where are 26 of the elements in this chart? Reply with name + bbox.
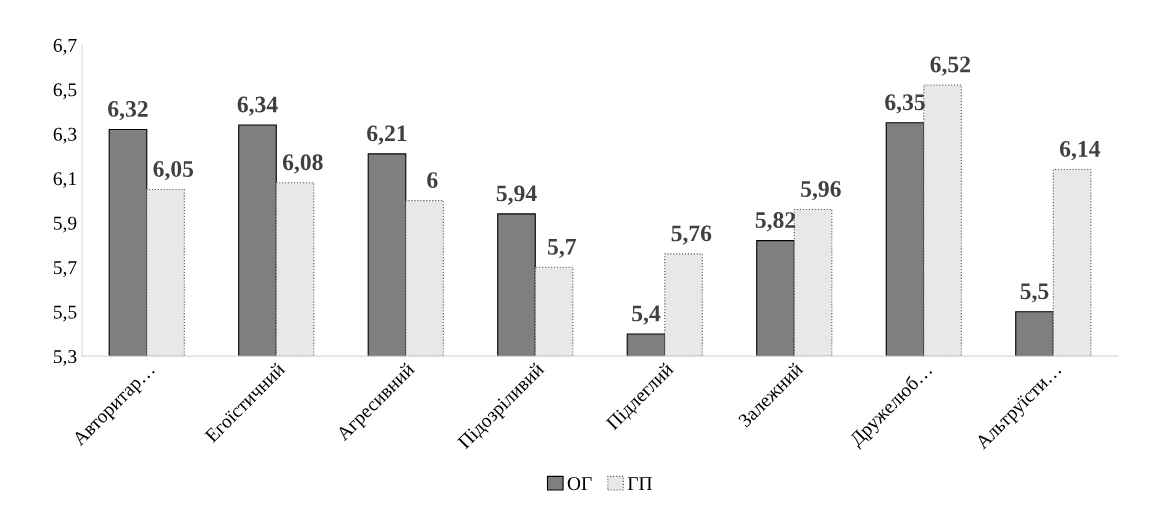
data-label: 6	[427, 172, 438, 188]
y-tick-label: 6,7	[53, 38, 77, 55]
y-tick-label: 6,1	[53, 172, 76, 189]
data-label: 5,94	[496, 185, 537, 205]
y-tick-label: 6,3	[53, 127, 77, 144]
data-label: 6,52	[930, 56, 970, 76]
data-label: 5,82	[755, 212, 796, 232]
data-label: 5,4	[632, 305, 661, 325]
legend-label: ГП	[627, 477, 652, 490]
data-label: 6,14	[1059, 141, 1101, 161]
y-tick-label: 5,7	[53, 261, 77, 277]
y-tick-label: 6,5	[53, 83, 77, 100]
data-label: 5,5	[1020, 283, 1049, 303]
data-label: 5,7	[548, 238, 576, 259]
data-label: 6,08	[282, 154, 323, 174]
data-label: 5,96	[801, 181, 841, 201]
data-label: 6,34	[237, 96, 278, 116]
data-label: 6,05	[153, 160, 194, 181]
legend-label: ОГ	[567, 477, 592, 491]
y-tick-label: 5,3	[53, 350, 77, 366]
data-label: 6,32	[108, 101, 148, 121]
data-label: 6,21	[367, 125, 407, 145]
y-tick-label: 5,9	[53, 216, 77, 233]
y-tick-label: 5,5	[53, 305, 77, 322]
data-label: 6,35	[885, 94, 925, 114]
data-label: 5,76	[671, 225, 712, 245]
